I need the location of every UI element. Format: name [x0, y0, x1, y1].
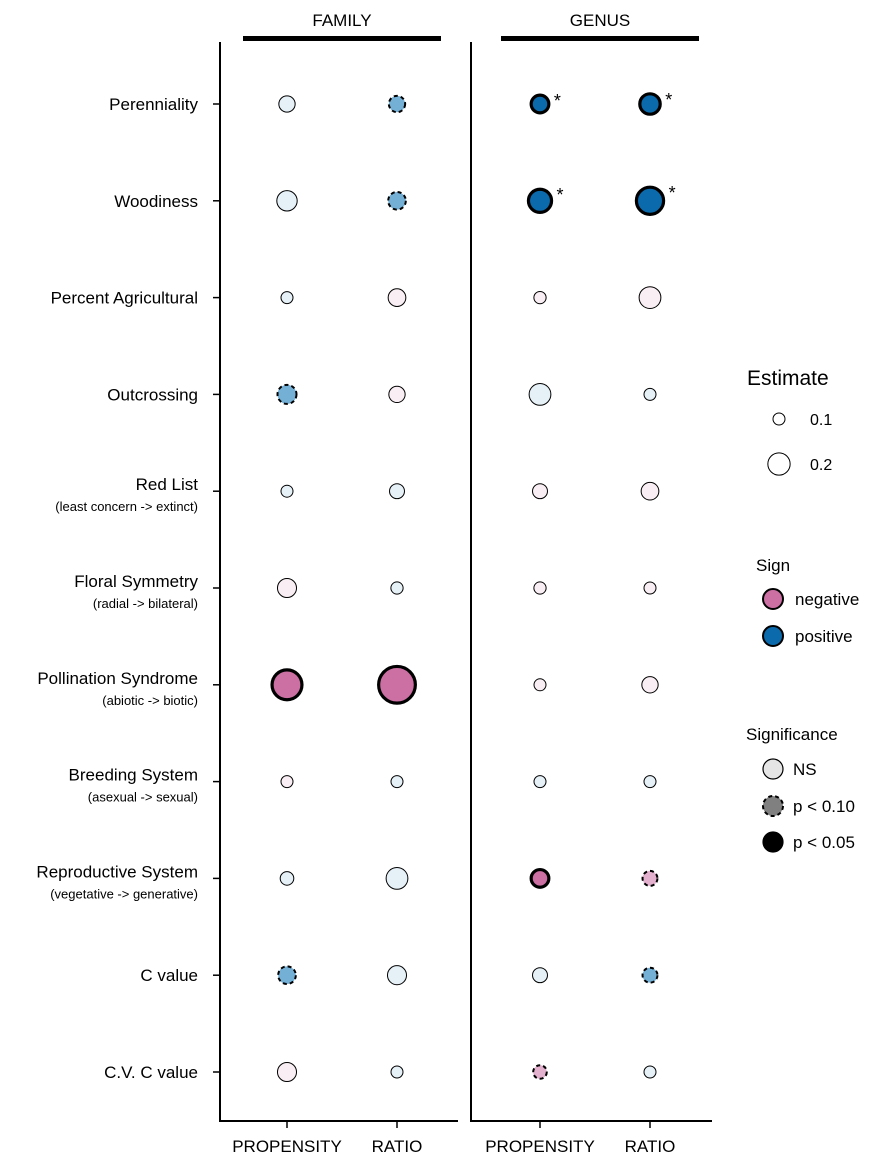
data-point	[386, 965, 408, 986]
data-point	[385, 867, 409, 890]
legend-significance-label: p < 0.05	[793, 833, 855, 852]
data-point	[280, 484, 294, 498]
row-label: Perenniality	[109, 95, 198, 114]
column-labels: PROPENSITY RATIO PROPENSITY RATIO	[232, 1137, 675, 1156]
legend-estimate-key	[772, 412, 786, 426]
legend-estimate-key	[767, 452, 791, 476]
data-point	[643, 387, 657, 401]
group-header-genus: GENUS	[570, 11, 630, 30]
data-points: * * * *	[270, 90, 676, 1083]
data-point	[388, 385, 406, 404]
legend-significance-label: NS	[793, 760, 817, 779]
data-point	[532, 967, 548, 984]
row-label: Breeding System	[69, 766, 198, 785]
legend-sign-key	[762, 588, 784, 610]
significance-star: *	[669, 183, 676, 203]
group-headers: FAMILY GENUS	[243, 11, 699, 41]
group-header-bar	[243, 36, 441, 41]
data-point	[643, 1065, 657, 1079]
row-sublabel: (radial -> bilateral)	[93, 596, 198, 611]
legend-sign-key	[762, 625, 784, 647]
data-point	[390, 1065, 404, 1079]
column-label: PROPENSITY	[485, 1137, 595, 1156]
column-label: PROPENSITY	[232, 1137, 342, 1156]
data-point	[640, 481, 660, 501]
legend: Estimate 0.1 0.2 Sign negative positive Signif…	[746, 367, 859, 853]
legend-significance-label: p < 0.10	[793, 797, 855, 816]
significance-star: *	[554, 91, 561, 111]
row-label: Woodiness	[114, 192, 198, 211]
data-point	[532, 1064, 548, 1080]
data-point	[638, 92, 662, 116]
legend-significance-key	[762, 795, 784, 817]
data-point	[279, 871, 295, 886]
legend-estimate-title: Estimate	[747, 367, 829, 390]
data-point	[529, 93, 551, 115]
data-point	[377, 664, 417, 705]
data-point	[643, 775, 657, 789]
data-point	[389, 483, 405, 500]
significance-star: *	[665, 90, 672, 110]
data-point	[387, 190, 407, 211]
row-label: Red List	[136, 475, 199, 494]
row-sublabel: (abiotic -> biotic)	[102, 693, 198, 708]
data-point	[532, 483, 548, 500]
row-label: Outcrossing	[107, 385, 198, 404]
data-point	[529, 867, 551, 889]
row-sublabel: (vegetative -> generative)	[50, 886, 198, 901]
data-point	[387, 94, 407, 114]
data-point	[278, 95, 296, 113]
row-label: Percent Agricultural	[51, 289, 198, 308]
legend-sign-label: positive	[795, 627, 853, 646]
data-point	[641, 966, 659, 984]
row-label: C.V. C value	[104, 1063, 198, 1082]
data-point	[280, 775, 294, 789]
row-label: C value	[140, 966, 198, 985]
data-point	[641, 869, 659, 887]
data-point	[528, 383, 552, 406]
legend-significance-key	[762, 831, 784, 853]
data-point	[390, 581, 404, 595]
row-label: Reproductive System	[36, 862, 198, 881]
legend-sign-title: Sign	[756, 556, 790, 575]
data-point	[533, 775, 547, 789]
column-label: RATIO	[372, 1137, 423, 1156]
legend-sign-label: negative	[795, 590, 859, 609]
data-point	[276, 1061, 298, 1083]
data-point	[390, 775, 404, 789]
data-point	[276, 577, 298, 599]
data-point	[638, 286, 662, 309]
legend-significance-title: Significance	[746, 725, 838, 744]
data-point	[533, 678, 547, 692]
data-point	[270, 668, 304, 702]
data-point	[276, 383, 298, 405]
significance-star: *	[557, 185, 564, 205]
group-header-bar	[501, 36, 699, 41]
group-header-family: FAMILY	[312, 11, 371, 30]
data-point	[643, 581, 657, 595]
data-point	[533, 581, 547, 595]
data-point	[276, 190, 298, 212]
row-label: Floral Symmetry	[74, 572, 198, 591]
data-point	[526, 187, 554, 214]
row-labels: Perenniality Woodiness Percent Agricultura…	[36, 95, 198, 1082]
data-point	[387, 288, 407, 307]
row-sublabel: (least concern -> extinct)	[55, 499, 198, 514]
axes	[213, 42, 712, 1128]
legend-estimate-label: 0.1	[810, 412, 832, 429]
row-label: Pollination Syndrome	[37, 669, 198, 688]
legend-estimate-label: 0.2	[810, 457, 832, 474]
row-sublabel: (asexual -> sexual)	[88, 790, 198, 805]
data-point	[533, 290, 547, 305]
data-point	[634, 185, 666, 216]
legend-significance-key	[762, 758, 784, 780]
data-point	[280, 291, 294, 305]
column-label: RATIO	[625, 1137, 676, 1156]
data-point	[277, 965, 297, 986]
data-point	[641, 676, 659, 694]
